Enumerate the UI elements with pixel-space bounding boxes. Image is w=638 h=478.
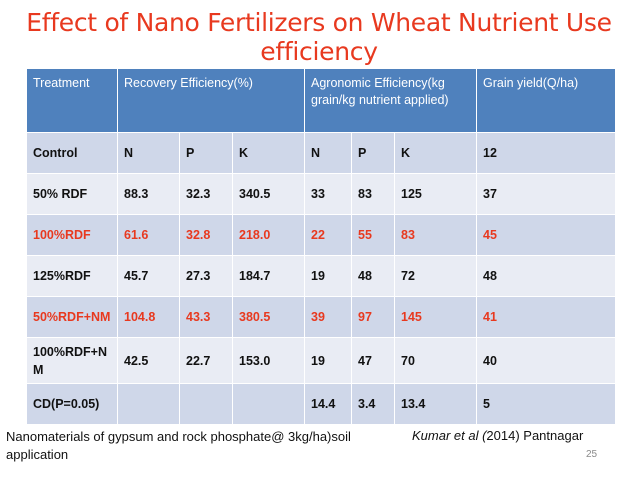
table-row: 100%RDF+NM 42.5 22.7 153.0 19 47 70 40 [26,337,617,384]
table-cell: 43.3 [179,296,233,338]
table-cell: 125 [393,173,478,215]
table-cell: 13.4 [393,383,478,425]
table-row-highlighted: 100%RDF 61.6 32.8 218.0 22 55 83 45 [26,214,617,256]
table-cell: 40 [476,337,617,384]
table-cell: 37 [476,173,617,215]
table-cell: 19 [304,337,352,384]
header-treatment: Treatment [26,68,118,133]
table-cell: 218.0 [232,214,305,256]
table-cell: 39 [304,296,352,338]
table-cell: K [393,132,478,174]
row-label: CD(P=0.05) [26,383,118,425]
table-cell: 33 [304,173,352,215]
table-cell: P [179,132,233,174]
page-number: 25 [586,449,598,460]
table-cell [232,383,305,425]
header-recovery-efficiency: Recovery Efficiency(%) [117,68,305,133]
table-row: 50% RDF 88.3 32.3 340.5 33 83 125 37 [26,173,617,215]
table-cell: 97 [351,296,395,338]
table-cell: 48 [476,255,617,297]
table-cell: 32.3 [179,173,233,215]
row-label: 100%RDF+NM [26,337,118,384]
row-label: 125%RDF [26,255,118,297]
table-cell: 22.7 [179,337,233,384]
table-row: 125%RDF 45.7 27.3 184.7 19 48 72 48 [26,255,617,297]
table-cell: 45 [476,214,617,256]
table-cell [179,383,233,425]
table-cell: 45.7 [117,255,180,297]
row-label: 50% RDF [26,173,118,215]
table-cell: 83 [393,214,478,256]
footnote: Nanomaterials of gypsum and rock phospha… [6,429,351,462]
row-label: 50%RDF+NM [26,296,118,338]
table-cell: 47 [351,337,395,384]
table-cell: 88.3 [117,173,180,215]
table-cell: 83 [351,173,395,215]
table-cell: 55 [351,214,395,256]
citation: Kumar et al (2014) Pantnagar [412,428,583,443]
table-cell: 3.4 [351,383,395,425]
row-label: Control [26,132,118,174]
header-agronomic-efficiency: Agronomic Efficiency(kg grain/kg nutrien… [303,68,478,133]
table-row-highlighted: 50%RDF+NM 104.8 43.3 380.5 39 97 145 41 [26,296,617,338]
table-cell: 12 [476,132,617,174]
table-cell: 5 [476,383,617,425]
table-cell: 27.3 [179,255,233,297]
table-row: CD(P=0.05) 14.4 3.4 13.4 5 [26,383,617,425]
table-cell: 41 [476,296,617,338]
slide-title: Effect of Nano Fertilizers on Wheat Nutr… [26,8,612,66]
table-cell: 70 [393,337,478,384]
efficiency-table: Treatment Recovery Efficiency(%) Agronom… [26,68,617,425]
row-label: 100%RDF [26,214,118,256]
citation-source: 2014) Pantnagar [486,428,584,443]
table-cell: 380.5 [232,296,305,338]
table-cell: 145 [393,296,478,338]
table-cell: 184.7 [232,255,305,297]
table-cell [117,383,180,425]
table-cell: 19 [304,255,352,297]
table-cell: 14.4 [304,383,352,425]
table-cell: P [351,132,395,174]
table-cell: 48 [351,255,395,297]
table-cell: 153.0 [232,337,305,384]
table-cell: 72 [393,255,478,297]
header-grain-yield: Grain yield(Q/ha) [476,68,617,133]
table-cell: K [232,132,305,174]
citation-authors: Kumar et al ( [412,428,487,443]
table-cell: 104.8 [117,296,180,338]
table-cell: 32.8 [179,214,233,256]
table-cell: 61.6 [117,214,180,256]
table-cell: 42.5 [117,337,180,384]
table-row: Control N P K N P K 12 [26,132,617,174]
table-cell: N [304,132,352,174]
table-header-row: Treatment Recovery Efficiency(%) Agronom… [26,68,617,133]
table-cell: 22 [304,214,352,256]
table-cell: 340.5 [232,173,305,215]
table-cell: N [117,132,180,174]
